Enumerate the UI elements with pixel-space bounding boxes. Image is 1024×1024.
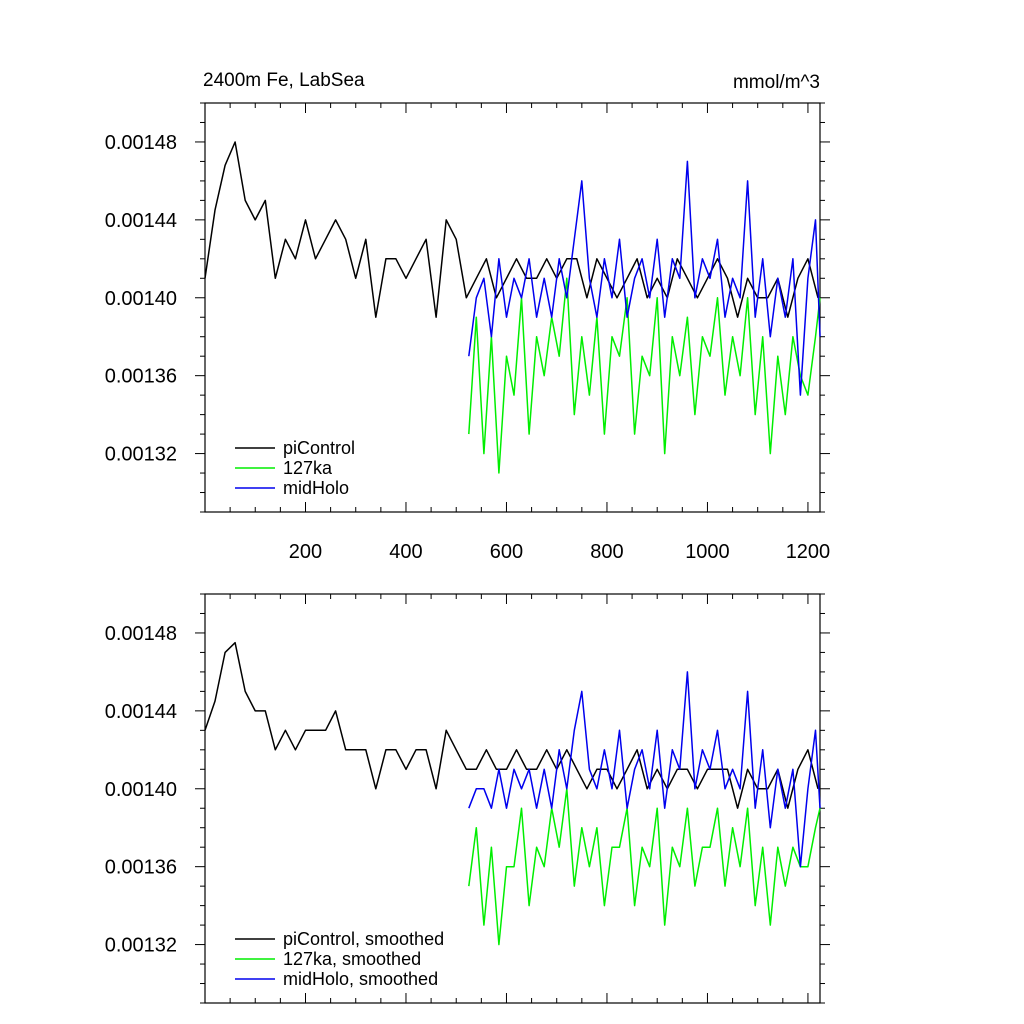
chart-title: 2400m Fe, LabSea — [203, 70, 365, 91]
x-tick-label: 600 — [490, 541, 523, 563]
legend-label: piControl — [283, 438, 355, 458]
y-tick-label: 0.00148 — [105, 623, 177, 645]
x-tick-label: 800 — [590, 541, 623, 563]
y-tick-label: 0.00140 — [105, 288, 177, 310]
legend-label: midHolo, smoothed — [283, 969, 438, 989]
x-tick-label: 1000 — [685, 541, 730, 563]
y-tick-label: 0.00136 — [105, 366, 177, 388]
legend-label: midHolo — [283, 478, 349, 498]
legend-label: 127ka, smoothed — [283, 949, 421, 969]
series-line-127ka — [469, 789, 820, 945]
chart-panel-bottom: 0.00132 0.00136 0.00140 0.00144 0.00148 piCon… — [105, 594, 830, 1003]
legend-label: piControl, smoothed — [283, 929, 444, 949]
y-tick-label: 0.00148 — [105, 132, 177, 154]
series-line-midholo — [469, 672, 820, 867]
x-tick-label: 1200 — [786, 541, 831, 563]
y-tick-label: 0.00140 — [105, 779, 177, 801]
chart-panel-top: 2400m Fe, LabSea mmol/m^3 200 400 600 800 10… — [105, 70, 830, 563]
figure: 2400m Fe, LabSea mmol/m^3 200 400 600 800 10… — [0, 0, 1024, 1024]
y-tick-label: 0.00132 — [105, 935, 177, 957]
y-tick-label: 0.00144 — [105, 701, 177, 723]
x-tick-label: 200 — [289, 541, 322, 563]
legend-label: 127ka — [283, 458, 333, 478]
y-tick-label: 0.00132 — [105, 444, 177, 466]
y-tick-label: 0.00136 — [105, 857, 177, 879]
x-tick-label: 400 — [389, 541, 422, 563]
units-label: mmol/m^3 — [733, 72, 820, 93]
y-tick-label: 0.00144 — [105, 210, 177, 232]
